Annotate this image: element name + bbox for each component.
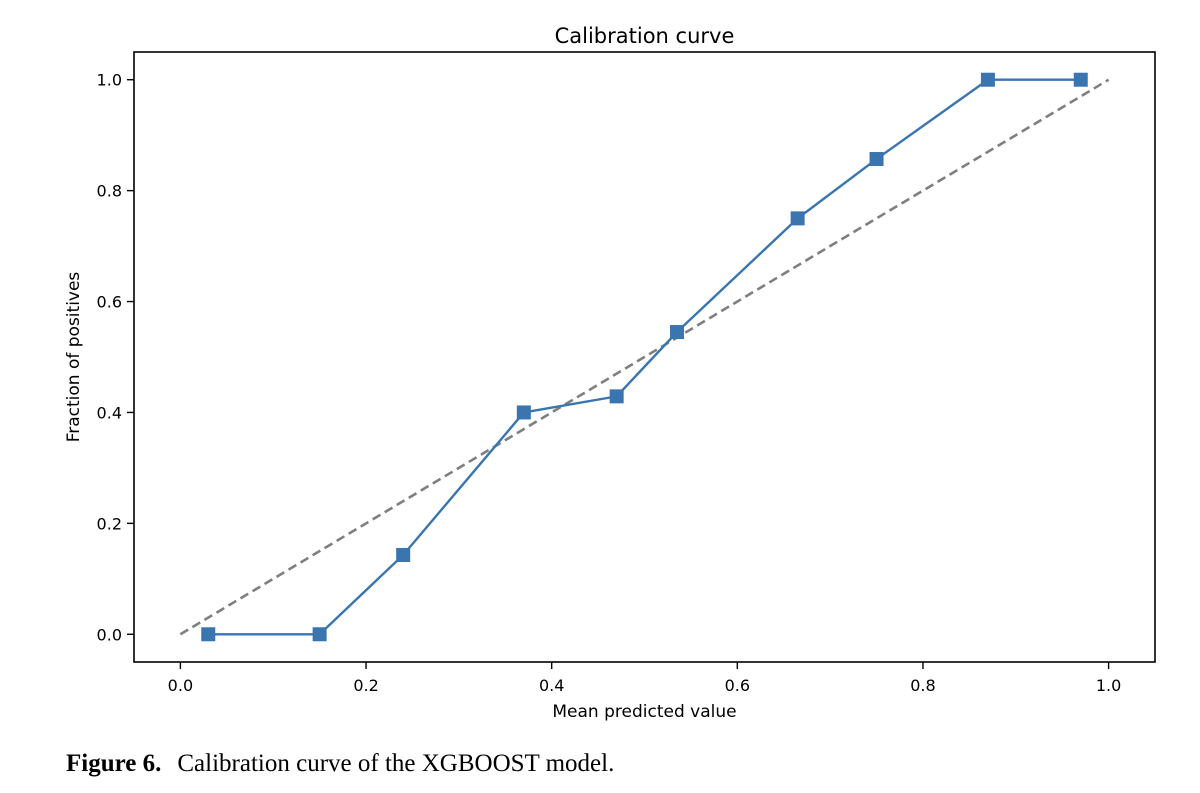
x-tick-label: 0.4 [539,676,564,695]
x-tick-label: 1.0 [1096,676,1121,695]
y-tick-label: 0.8 [97,182,122,201]
data-point-xgboost [980,72,995,87]
chart-title: Calibration curve [555,24,735,48]
axis-ticks: 0.0 0.2 0.4 0.6 0.8 1.0 0.0 0.2 0.4 0.6 0.8 1.0 [97,71,1122,695]
calibration-chart: 0.0 0.2 0.4 0.6 0.8 1.0 0.0 0.2 0.4 0.6 0.8 1.0 Cal… [64,24,1156,722]
y-tick-label: 0.4 [97,403,122,422]
y-tick-label: 0.0 [97,625,122,644]
data-point-xgboost [312,627,327,642]
data-point-xgboost [669,325,684,340]
data-point-xgboost [201,627,216,642]
chart-marks [179,72,1110,642]
data-point-xgboost [609,389,624,404]
y-axis-label: Fraction of positives [64,272,84,443]
caption-label: Figure 6. [66,750,162,777]
data-point-xgboost [790,211,805,226]
data-point-xgboost [869,152,884,167]
series-line-perfectly-calibrated [179,78,1110,636]
data-point-xgboost [396,547,411,562]
plot-frame [133,51,1156,663]
x-tick-label: 0.2 [353,676,378,695]
x-axis-label: Mean predicted value [552,702,736,722]
x-tick-label: 0.8 [910,676,935,695]
series-line-xgboost [208,78,1081,636]
data-point-xgboost [516,405,531,420]
data-point-xgboost [1073,72,1088,87]
y-tick-label: 0.6 [97,293,122,312]
x-tick-label: 0.6 [725,676,750,695]
caption-text: Calibration curve of the XGBOOST model. [177,750,615,777]
y-tick-label: 1.0 [97,71,122,90]
x-tick-label: 0.0 [168,676,193,695]
figure-caption: Figure 6. Calibration curve of the XGBOOS… [66,750,614,778]
y-tick-label: 0.2 [97,514,122,533]
